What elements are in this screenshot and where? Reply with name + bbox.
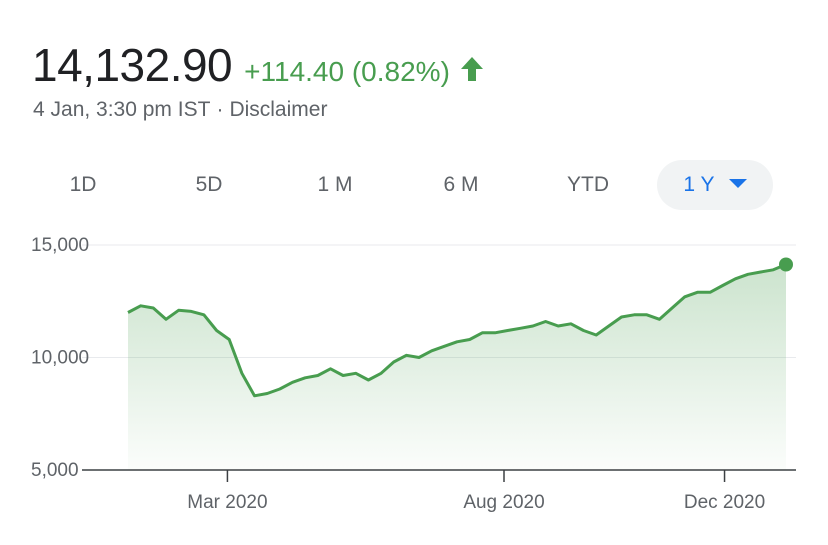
price-area [128, 264, 786, 470]
x-tick-label: Dec 2020 [684, 492, 765, 513]
tab-1y[interactable]: 1 Y [657, 160, 773, 210]
tab-label: 1 Y [683, 173, 715, 196]
caret-down-icon [728, 178, 747, 188]
tab-6m[interactable]: 6 M [426, 160, 496, 210]
price-change: +114.40 (0.82%) [244, 56, 450, 87]
quote-timestamp: 4 Jan, 3:30 pm IST [33, 98, 211, 121]
disclaimer-link[interactable]: Disclaimer [229, 98, 328, 121]
tab-label: 1 M [317, 173, 353, 196]
meta-separator: · [216, 98, 224, 121]
tab-label: 5D [195, 173, 223, 196]
x-tick-label: Aug 2020 [463, 492, 544, 513]
tab-1m[interactable]: 1 M [300, 160, 370, 210]
tab-ytd[interactable]: YTD [552, 160, 624, 210]
tab-1d[interactable]: 1D [50, 160, 116, 210]
tab-5d[interactable]: 5D [176, 160, 242, 210]
tab-label: YTD [567, 173, 609, 196]
x-tick-label: Mar 2020 [187, 492, 267, 513]
price-line [127, 263, 787, 398]
quote-meta: 4 Jan, 3:30 pm IST · Disclaimer [33, 98, 327, 122]
quote-header: 14,132.90 +114.40 (0.82%) [32, 38, 484, 92]
tab-label: 1D [69, 173, 97, 196]
range-tabs: 1D 5D 1 M 6 M YTD 1 Y [0, 160, 828, 210]
y-tick-label: 5,000 [31, 460, 79, 481]
tab-label: 6 M [443, 173, 479, 196]
latest-point [779, 257, 793, 272]
arrow-up-icon [460, 57, 483, 81]
y-tick-label: 10,000 [31, 348, 89, 369]
y-tick-label: 15,000 [31, 235, 89, 256]
current-price: 14,132.90 [32, 39, 233, 91]
